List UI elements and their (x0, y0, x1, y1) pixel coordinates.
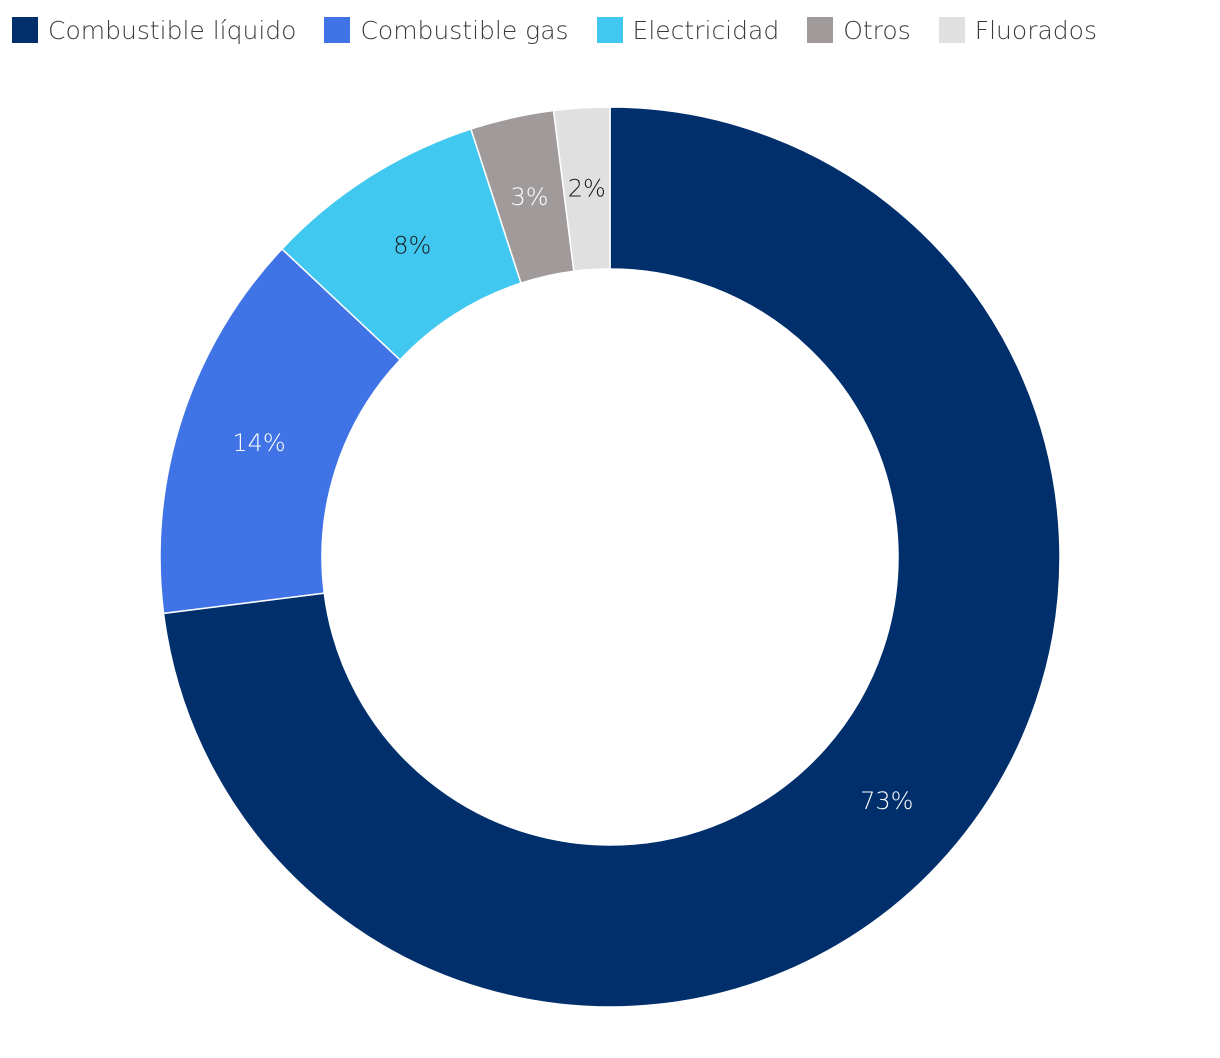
legend-label: Electricidad (632, 15, 780, 45)
slice-label: 14% (232, 429, 285, 457)
slice-label: 2% (568, 175, 606, 203)
legend-swatch (596, 17, 623, 43)
legend-label: Otros (843, 15, 911, 45)
labels-group: 73% 14% 8% 3% 2% (232, 175, 913, 815)
slice-label: 3% (510, 183, 548, 211)
legend-item: Otros (807, 16, 911, 45)
legend-swatch (12, 17, 38, 43)
legend-label: Combustible líquido (48, 15, 297, 45)
legend-swatch (807, 17, 834, 43)
legend-label: Combustible gas (360, 15, 569, 45)
slice-label: 8% (393, 231, 431, 259)
slices-group (159, 106, 1061, 1008)
slice-fluorados (552, 106, 611, 273)
legend-swatch (938, 17, 965, 43)
legend-swatch (324, 17, 351, 43)
slice-combustible-l-quido (162, 106, 1061, 1008)
legend-label: Fluorados (974, 15, 1097, 45)
legend-item: Fluorados (938, 15, 1097, 45)
chart-legend: Combustible líquido Combustible gas Electr… (12, 8, 1125, 52)
legend-item: Combustible líquido (12, 16, 296, 45)
slice-label: 73% (860, 787, 913, 815)
legend-item: Combustible gas (324, 15, 569, 45)
slice-combustible-gas (159, 247, 402, 615)
legend-item: Electricidad (596, 15, 780, 45)
